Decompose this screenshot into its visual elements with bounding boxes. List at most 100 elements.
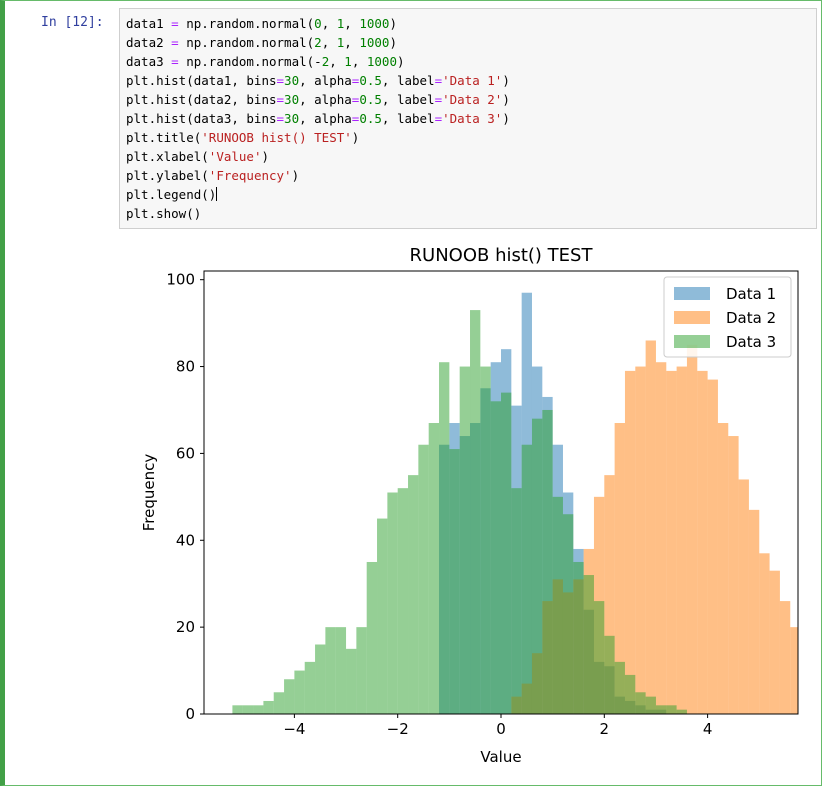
- y-axis-label: Frequency: [140, 454, 158, 532]
- histogram-bar: [562, 514, 574, 714]
- histogram-bar: [759, 553, 770, 714]
- histogram-bar: [686, 344, 698, 714]
- text-cursor: [216, 187, 218, 201]
- histogram-bar: [614, 423, 625, 714]
- code-line[interactable]: data1 = np.random.normal(0, 1, 1000): [126, 16, 397, 31]
- code-line[interactable]: plt.hist(data2, bins=30, alpha=0.5, labe…: [126, 92, 510, 107]
- histogram-bar: [645, 696, 656, 714]
- histogram-bar: [501, 392, 512, 714]
- histogram-bar: [273, 692, 285, 714]
- code-line[interactable]: plt.hist(data1, bins=30, alpha=0.5, labe…: [126, 73, 510, 88]
- histogram-bar: [552, 496, 563, 714]
- histogram-bar: [387, 492, 398, 714]
- histogram-bar: [676, 366, 687, 714]
- code-text[interactable]: data1 = np.random.normal(0, 1, 1000) data…: [126, 14, 510, 223]
- histogram-bar: [521, 444, 532, 714]
- histogram-bar: [294, 670, 305, 714]
- histogram-bar: [769, 570, 780, 714]
- histogram-bar: [728, 436, 739, 714]
- code-line[interactable]: plt.title('RUNOOB hist() TEST'): [126, 130, 360, 145]
- histogram-bar: [511, 488, 522, 714]
- legend-label: Data 1: [726, 285, 776, 303]
- x-tick-label: −2: [387, 720, 409, 738]
- code-line[interactable]: data3 = np.random.normal(-2, 1, 1000): [126, 54, 405, 69]
- code-line[interactable]: plt.ylabel('Frequency'): [126, 168, 300, 183]
- histogram-bar: [801, 649, 809, 714]
- histogram-bar: [666, 705, 677, 714]
- histogram-bar: [604, 635, 615, 714]
- series-3: [232, 310, 687, 714]
- y-tick-label: 80: [176, 358, 195, 376]
- x-tick-label: 4: [703, 720, 713, 738]
- legend-swatch: [674, 287, 710, 300]
- histogram-bar: [542, 409, 553, 714]
- histogram-bar: [356, 627, 367, 714]
- legend-label: Data 3: [726, 333, 776, 351]
- histogram-bar: [304, 661, 316, 714]
- histogram-bar: [583, 575, 594, 714]
- histogram-bar: [748, 509, 760, 714]
- histogram-bar: [315, 644, 326, 714]
- histogram-bar: [439, 362, 450, 714]
- code-line[interactable]: data2 = np.random.normal(2, 1, 1000): [126, 35, 397, 50]
- x-tick-label: 2: [600, 720, 610, 738]
- x-tick-label: −4: [283, 720, 305, 738]
- x-tick-label: 0: [496, 720, 506, 738]
- histogram-bar: [624, 674, 636, 714]
- histogram-bar: [490, 401, 501, 714]
- histogram-bar: [676, 709, 687, 714]
- x-axis-label: Value: [480, 748, 521, 766]
- histogram-bar: [573, 561, 584, 714]
- code-line[interactable]: plt.xlabel('Value'): [126, 149, 270, 164]
- histogram-bar: [604, 475, 615, 714]
- legend-label: Data 2: [726, 309, 776, 327]
- histogram-bar: [335, 627, 347, 714]
- cell-output: −4 −2 0 2 4 0 20 40 60 80 100 RUNOOB hist() TEST Val…: [119, 237, 809, 777]
- y-tick-label: 20: [176, 618, 195, 636]
- chart-legend: Data 1 Data 2 Data 3: [663, 276, 792, 358]
- chart-title: RUNOOB hist() TEST: [410, 245, 594, 266]
- histogram-bar: [666, 370, 677, 714]
- y-tick-label: 60: [176, 444, 195, 462]
- y-tick-label: 0: [185, 705, 195, 723]
- histogram-bar: [253, 705, 264, 714]
- histogram-bar: [707, 379, 718, 714]
- histogram-bar: [655, 705, 667, 714]
- code-line[interactable]: plt.show(): [126, 206, 202, 221]
- histogram-bar: [397, 488, 409, 714]
- histogram-bar: [470, 310, 481, 714]
- histogram-bar: [232, 705, 243, 714]
- histogram-bar: [635, 366, 646, 714]
- histogram-bar: [242, 705, 254, 714]
- histogram-bar: [717, 423, 729, 714]
- histogram-bar: [531, 418, 543, 714]
- histogram-bar: [635, 692, 646, 714]
- histogram-bar: [645, 340, 656, 714]
- histogram-bar: [325, 627, 336, 714]
- histogram-bar: [790, 627, 798, 714]
- histogram-bar: [366, 561, 378, 714]
- histogram-bar: [408, 475, 419, 714]
- histogram-bar: [428, 423, 440, 714]
- histogram-bar: [697, 370, 708, 714]
- code-editor[interactable]: data1 = np.random.normal(0, 1, 1000) data…: [119, 8, 817, 229]
- code-line[interactable]: plt.hist(data3, bins=30, alpha=0.5, labe…: [126, 111, 510, 126]
- legend-swatch: [674, 335, 710, 348]
- histogram-bar: [480, 366, 491, 714]
- histogram-bar: [418, 444, 429, 714]
- histogram-bar: [377, 518, 388, 714]
- histogram-bar: [779, 601, 791, 714]
- histogram-bar: [738, 479, 749, 714]
- histogram-bar: [614, 661, 625, 714]
- cell-prompt: In [12]:: [41, 15, 104, 30]
- legend-swatch: [674, 311, 710, 324]
- bars-group: [232, 292, 809, 714]
- code-line[interactable]: plt.legend(): [126, 187, 218, 202]
- y-tick-label: 100: [166, 271, 195, 289]
- y-tick-label: 40: [176, 531, 195, 549]
- histogram-bar: [624, 370, 636, 714]
- histogram-bar: [593, 601, 605, 714]
- histogram-bar: [263, 700, 274, 714]
